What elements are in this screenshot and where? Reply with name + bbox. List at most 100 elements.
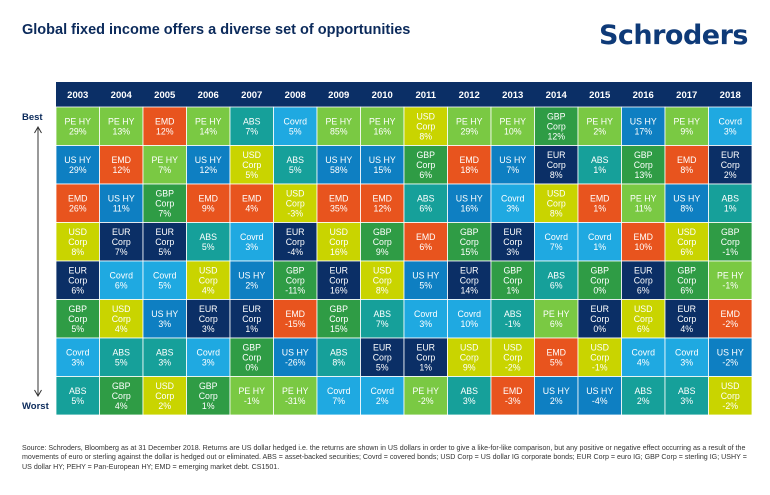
cell-asset-label: Corp <box>590 353 609 363</box>
cell-return-label: -26% <box>285 358 306 368</box>
cell-asset-label: Covrd <box>501 194 525 204</box>
cell-asset-label: EUR <box>503 227 522 237</box>
cell-pe-hy <box>621 183 666 223</box>
cell-emd <box>186 183 231 223</box>
cell-asset-label: US HY <box>412 271 439 281</box>
year-label: 2006 <box>198 90 219 101</box>
year-label: 2017 <box>676 90 697 101</box>
cell-return-label: 16% <box>330 286 348 296</box>
cell-return-label: 16% <box>330 247 348 257</box>
cell-asset-label: US HY <box>325 155 352 165</box>
year-label: 2018 <box>720 90 741 101</box>
cell-asset-label: EMD <box>503 386 523 396</box>
cell-asset-label: Corp <box>503 353 522 363</box>
cell-asset-label: PE HY <box>717 271 744 281</box>
cell-asset-label: ABS <box>460 386 478 396</box>
cell-asset-label: EUR <box>373 343 392 353</box>
cell-return-label: 35% <box>330 204 348 214</box>
cell-return-label: 11% <box>113 204 130 214</box>
cell-return-label: 6% <box>419 170 432 180</box>
cell-asset-label: USD <box>373 266 392 276</box>
schroders-logo: Schroders <box>598 20 749 51</box>
cell-asset-label: Corp <box>373 237 392 247</box>
cell-return-label: 6% <box>637 324 650 334</box>
cell-return-label: -1% <box>722 281 738 291</box>
worst-label: Worst <box>22 401 50 412</box>
cell-us-hy <box>229 260 274 300</box>
cell-asset-label: GBP <box>416 150 435 160</box>
cell-return-label: 29% <box>460 127 478 137</box>
cell-asset-label: EMD <box>329 194 349 204</box>
cell-asset-label: Corp <box>590 276 609 286</box>
cell-return-label: 1% <box>245 324 258 334</box>
cell-return-label: 5% <box>245 170 258 180</box>
cell-covrd <box>490 183 535 223</box>
cell-asset-label: USD <box>329 227 348 237</box>
cell-asset-label: EMD <box>720 309 740 319</box>
cell-asset-label: PE HY <box>65 117 92 127</box>
cell-return-label: 10% <box>634 242 652 252</box>
cell-asset-label: PE HY <box>630 194 657 204</box>
cell-return-label: 14% <box>199 127 217 137</box>
cell-asset-label: EUR <box>199 304 218 314</box>
cell-asset-label: Corp <box>503 237 522 247</box>
cell-emd <box>447 145 492 185</box>
cell-return-label: 7% <box>115 247 128 257</box>
cell-covrd <box>229 222 274 262</box>
cell-return-label: 4% <box>637 358 650 368</box>
cell-asset-label: Corp <box>721 237 740 247</box>
cell-return-label: 1% <box>202 401 215 411</box>
cell-asset-label: Corp <box>199 314 218 324</box>
cell-return-label: 2% <box>637 396 650 406</box>
cell-return-label: 12% <box>373 204 391 214</box>
cell-return-label: 6% <box>637 286 650 296</box>
arrow-up-icon <box>34 126 42 134</box>
cell-asset-label: ABS <box>678 386 696 396</box>
source-footnote: Source: Schroders, Bloomberg as at 31 De… <box>22 444 747 471</box>
cell-asset-label: Corp <box>112 237 131 247</box>
cell-asset-label: US HY <box>456 194 483 204</box>
year-label: 2010 <box>372 90 393 101</box>
cell-asset-label: GBP <box>155 189 174 199</box>
cell-return-label: -1% <box>592 363 608 373</box>
cell-gbp-corp <box>621 145 666 185</box>
cell-abs <box>534 260 579 300</box>
cell-return-label: 4% <box>115 324 128 334</box>
cell-asset-label: Corp <box>199 391 218 401</box>
cell-covrd <box>664 337 709 377</box>
cell-return-label: 8% <box>419 132 432 142</box>
cell-return-label: 3% <box>71 358 84 368</box>
cell-asset-label: US HY <box>543 386 570 396</box>
cell-asset-label: EUR <box>112 227 131 237</box>
cell-us-hy <box>708 337 753 377</box>
cell-return-label: -15% <box>285 319 306 329</box>
cell-pe-hy <box>708 260 753 300</box>
cell-return-label: 5% <box>115 358 128 368</box>
cell-asset-label: ABS <box>417 194 435 204</box>
cell-return-label: 14% <box>460 286 478 296</box>
cell-asset-label: EMD <box>677 155 697 165</box>
cell-return-label: 58% <box>330 165 348 175</box>
cell-return-label: 29% <box>69 127 87 137</box>
cell-gbp-corp <box>664 260 709 300</box>
cell-asset-label: US HY <box>630 117 657 127</box>
cell-asset-label: US HY <box>151 309 178 319</box>
cell-return-label: 6% <box>550 281 563 291</box>
chart-title: Global fixed income offers a diverse set… <box>22 22 411 38</box>
cell-asset-label: EUR <box>590 304 609 314</box>
cell-emd <box>708 299 753 339</box>
cell-covrd <box>577 222 622 262</box>
cell-asset-label: PE HY <box>282 386 309 396</box>
cell-gbp-corp <box>577 260 622 300</box>
cell-abs <box>229 106 274 146</box>
cell-return-label: 9% <box>202 204 215 214</box>
cell-asset-label: US HY <box>717 348 744 358</box>
year-label: 2007 <box>241 90 262 101</box>
cell-asset-label: US HY <box>108 194 135 204</box>
cell-return-label: 7% <box>158 165 171 175</box>
cell-return-label: 15% <box>373 165 391 175</box>
cell-return-label: 1% <box>593 204 606 214</box>
cell-return-label: 7% <box>550 242 563 252</box>
arrow-down-icon <box>34 389 42 397</box>
cell-asset-label: GBP <box>634 150 653 160</box>
